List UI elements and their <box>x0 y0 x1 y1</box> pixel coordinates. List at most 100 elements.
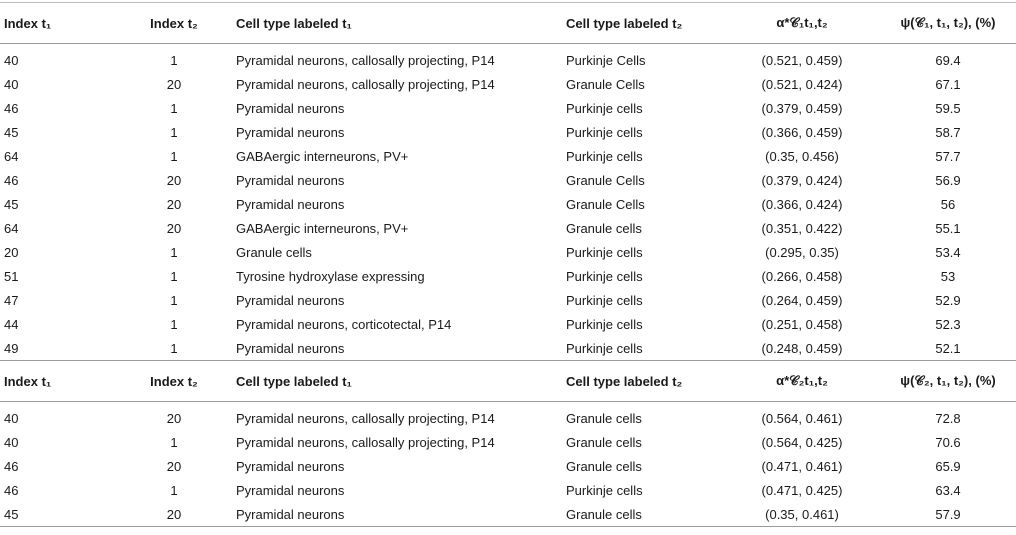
cell-psi-value: 72.8 <box>935 410 961 426</box>
cell-index-t1: 45 <box>0 502 116 527</box>
header2-alpha: α*𝒞₂t₁,t₂ <box>724 360 880 402</box>
cell-index-t2: 1 <box>170 100 178 116</box>
cell-index-t1: 44 <box>4 316 19 332</box>
header2-index-t2: Index t₂ <box>116 360 232 402</box>
cell-index-t1: 45 <box>4 196 19 212</box>
table-row: 44 1 Pyramidal neurons, corticotectal, P14… <box>0 312 1016 336</box>
cell-psi-value: 69.4 <box>935 52 961 68</box>
header-psi: ψ(𝒞₁, t₁, t₂), (%) <box>880 2 1016 44</box>
cell-index-t1: 40 <box>4 76 19 92</box>
table-header-row-2: Index t₁ Index t₂ Cell type labeled t₁ Cell… <box>0 360 1016 402</box>
cell-cell-type-t1: Pyramidal neurons <box>236 172 345 188</box>
cell-cell-type-t2: Granule Cells <box>566 196 645 212</box>
cell-psi-value: 59.5 <box>935 100 961 116</box>
cell-index-t1: 46 <box>4 482 19 498</box>
cell-index-t1: 40 <box>4 434 19 450</box>
cell-alpha-value: (0.366, 0.459) <box>761 124 843 140</box>
cell-alpha-value: (0.351, 0.422) <box>761 220 843 236</box>
cell-cell-type-t2: Purkinje cells <box>562 336 724 361</box>
table-row: 40 20 Pyramidal neurons, callosally projec… <box>0 406 1016 430</box>
cell-psi-value: 52.3 <box>935 316 961 332</box>
cell-index-t2: 20 <box>116 502 232 527</box>
cell-index-t1: 49 <box>0 336 116 361</box>
cell-cell-type-t2: Purkinje cells <box>566 482 643 498</box>
table-row: 47 1 Pyramidal neurons Purkinje cells (0.264… <box>0 288 1016 312</box>
cell-psi-value: 67.1 <box>935 76 961 92</box>
cell-alpha-value: (0.564, 0.425) <box>761 434 843 450</box>
cell-cell-type-t2: Granule Cells <box>566 76 645 92</box>
cell-alpha-value: (0.266, 0.458) <box>761 268 843 284</box>
cell-alpha-value: (0.379, 0.459) <box>761 100 843 116</box>
table-row: 46 1 Pyramidal neurons Purkinje cells (0.471… <box>0 478 1016 502</box>
table-row: 40 20 Pyramidal neurons, callosally projec… <box>0 72 1016 96</box>
header-index-t2: Index t₂ <box>116 2 232 44</box>
table-row: 45 20 Pyramidal neurons Granule Cells (0.366… <box>0 192 1016 216</box>
table-row: 64 20 GABAergic interneurons, PV+ Granule c… <box>0 216 1016 240</box>
cell-psi-value: 56 <box>940 196 956 212</box>
table-row: 45 20 Pyramidal neurons Granule cells (0.35,… <box>0 502 1016 527</box>
table-row: 49 1 Pyramidal neurons Purkinje cells (0.248… <box>0 336 1016 361</box>
cell-cell-type-t2: Granule cells <box>562 502 724 527</box>
header-index-t1: Index t₁ <box>0 2 116 44</box>
cell-index-t2: 20 <box>166 172 182 188</box>
cell-cell-type-t1: Pyramidal neurons <box>232 336 562 361</box>
cell-cell-type-t2: Purkinje Cells <box>566 52 646 68</box>
cell-index-t2: 20 <box>166 220 182 236</box>
cell-alpha-value: (0.379, 0.424) <box>761 172 843 188</box>
cell-cell-type-t1: Pyramidal neurons <box>236 458 345 474</box>
cell-cell-type-t1: Pyramidal neurons, callosally projecting… <box>236 434 495 450</box>
table-row: 40 1 Pyramidal neurons, callosally project… <box>0 430 1016 454</box>
cell-cell-type-t2: Granule cells <box>566 458 642 474</box>
cell-index-t2: 1 <box>170 434 178 450</box>
cell-alpha-value: (0.35, 0.456) <box>765 148 839 164</box>
table-row: 46 1 Pyramidal neurons Purkinje cells (0.379… <box>0 96 1016 120</box>
cell-cell-type-t2: Granule cells <box>566 410 642 426</box>
cell-psi-value: 53.4 <box>935 244 961 260</box>
cell-index-t2: 1 <box>170 124 178 140</box>
cell-alpha-value: (0.521, 0.459) <box>761 52 843 68</box>
cell-cell-type-t2: Granule cells <box>566 220 642 236</box>
table-row: 64 1 GABAergic interneurons, PV+ Purkinje c… <box>0 144 1016 168</box>
table-row: 46 20 Pyramidal neurons Granule cells (0.471… <box>0 454 1016 478</box>
cell-cell-type-t1: Pyramidal neurons, callosally projecting… <box>236 410 495 426</box>
cell-index-t2: 20 <box>166 458 182 474</box>
cell-index-t1: 51 <box>4 268 19 284</box>
table-row: 46 20 Pyramidal neurons Granule Cells (0.379… <box>0 168 1016 192</box>
cell-psi-value: 52.9 <box>935 292 961 308</box>
cell-psi-value: 57.7 <box>935 148 961 164</box>
cell-alpha-value: (0.521, 0.424) <box>761 76 843 92</box>
cell-cell-type-t2: Purkinje cells <box>566 268 643 284</box>
cell-alpha-value: (0.264, 0.459) <box>761 292 843 308</box>
cell-index-t2: 1 <box>170 244 178 260</box>
cell-alpha-value: (0.564, 0.461) <box>761 410 843 426</box>
cell-index-t2: 20 <box>166 76 182 92</box>
cell-psi-value: 65.9 <box>935 458 961 474</box>
cell-cell-type-t1: Pyramidal neurons <box>232 502 562 527</box>
cell-index-t1: 64 <box>4 220 19 236</box>
cell-index-t2: 1 <box>170 52 178 68</box>
cell-psi-value: 55.1 <box>935 220 961 236</box>
cell-cell-type-t2: Purkinje cells <box>566 100 643 116</box>
cell-cell-type-t1: GABAergic interneurons, PV+ <box>236 220 409 236</box>
cell-cell-type-t1: Pyramidal neurons, corticotectal, P14 <box>236 316 452 332</box>
cell-index-t2: 1 <box>170 148 178 164</box>
cell-index-t2: 1 <box>170 268 178 284</box>
cell-alpha-value: (0.295, 0.35) <box>765 244 839 260</box>
cell-cell-type-t2: Purkinje cells <box>566 316 643 332</box>
cell-cell-type-t1: Pyramidal neurons <box>236 196 345 212</box>
table-row: 20 1 Granule cells Purkinje cells (0.295, 0.… <box>0 240 1016 264</box>
cell-cell-type-t1: Pyramidal neurons <box>236 124 345 140</box>
header2-index-t1: Index t₁ <box>0 360 116 402</box>
cell-alpha-value: (0.471, 0.425) <box>761 482 843 498</box>
table-row: 40 1 Pyramidal neurons, callosally project… <box>0 48 1016 72</box>
cell-index-t1: 20 <box>4 244 19 260</box>
cell-index-t2: 1 <box>116 336 232 361</box>
cell-index-t1: 40 <box>4 410 19 426</box>
cell-alpha-value: (0.366, 0.424) <box>761 196 843 212</box>
cell-cell-type-t2: Purkinje cells <box>566 124 643 140</box>
cell-index-t1: 46 <box>4 172 19 188</box>
cell-index-t2: 20 <box>166 196 182 212</box>
